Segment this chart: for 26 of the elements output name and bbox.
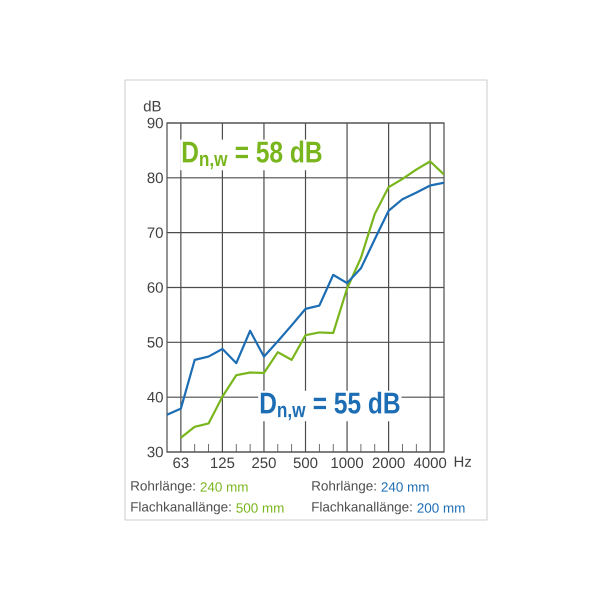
x-tick-label: 4000	[414, 458, 446, 468]
y-tick-label: 90	[148, 118, 163, 128]
y-tick-label: 30	[147, 446, 163, 458]
annotation: D$_{n,w}$ = 55 dB	[260, 392, 400, 420]
x-tick-label: 500	[294, 458, 318, 468]
y-axis-title: dB	[144, 100, 161, 112]
x-tick-label: 125	[211, 458, 234, 468]
x-tick-label: 1000	[332, 458, 364, 468]
text: 240 mm	[200, 482, 248, 492]
text: Flachkanallänge:	[312, 502, 412, 514]
text: Rohrlänge:	[131, 480, 195, 494]
y-tick-label: 60	[148, 282, 163, 293]
text: Rohrlänge:	[312, 480, 376, 494]
x-tick-label: 63	[173, 458, 189, 468]
x-tick-label: 2000	[372, 458, 405, 468]
y-tick-label: 40	[147, 392, 163, 402]
text: 240 mm	[382, 482, 429, 492]
y-tick-label: 50	[147, 337, 163, 348]
y-tick-label: 80	[148, 172, 163, 184]
y-tick-label: 70	[148, 227, 163, 238]
text: 500 mm	[236, 503, 284, 513]
annotation: D$_{n,w}$ = 58 dB	[182, 140, 322, 170]
x-tick-label: 250	[252, 458, 276, 468]
x-axis-title: Hz	[454, 456, 472, 467]
text: Flachkanallänge:	[131, 502, 231, 514]
text: 200 mm	[417, 503, 464, 513]
